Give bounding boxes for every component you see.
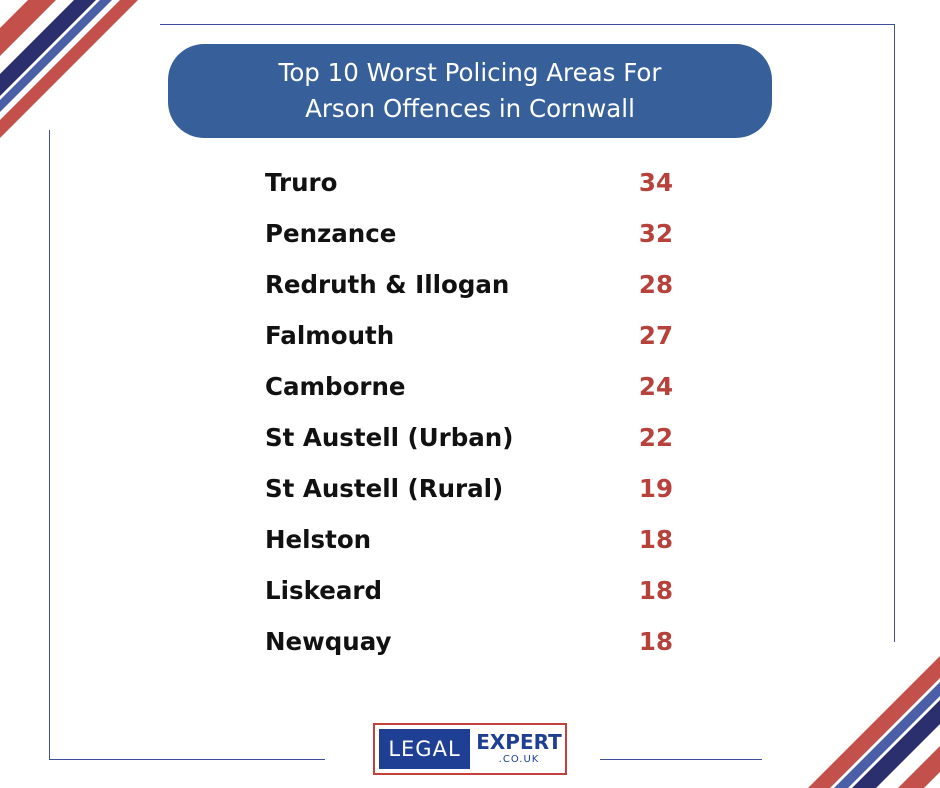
area-name: Truro xyxy=(265,168,338,197)
area-count: 34 xyxy=(638,168,673,197)
list-item: Redruth & Illogan 28 xyxy=(265,264,685,315)
list-item: Falmouth 27 xyxy=(265,315,685,366)
legal-expert-logo: LEGAL EXPERT .CO.UK xyxy=(373,723,567,775)
area-name: Newquay xyxy=(265,627,392,656)
frame-bottom-right xyxy=(600,759,762,760)
area-count: 22 xyxy=(638,423,673,452)
logo-domain-text: .CO.UK xyxy=(498,754,540,765)
area-name: Penzance xyxy=(265,219,397,248)
list-item: Newquay 18 xyxy=(265,621,685,672)
area-name: St Austell (Urban) xyxy=(265,423,514,452)
list-item: Helston 18 xyxy=(265,519,685,570)
list-item: Truro 34 xyxy=(265,162,685,213)
frame-right xyxy=(894,24,895,642)
logo-legal-text: LEGAL xyxy=(379,729,470,769)
area-name: Camborne xyxy=(265,372,406,401)
area-count: 32 xyxy=(638,219,673,248)
area-count: 18 xyxy=(638,525,673,554)
area-count: 18 xyxy=(638,627,673,656)
area-name: Falmouth xyxy=(265,321,395,350)
list-item: Camborne 24 xyxy=(265,366,685,417)
area-count: 24 xyxy=(638,372,673,401)
corner-stripes-top-left xyxy=(0,0,138,138)
list-item: St Austell (Urban) 22 xyxy=(265,417,685,468)
title-line-2: Arson Offences in Cornwall xyxy=(305,94,635,123)
area-name: Redruth & Illogan xyxy=(265,270,510,299)
area-count: 18 xyxy=(638,576,673,605)
area-name: Liskeard xyxy=(265,576,382,605)
list-item: Liskeard 18 xyxy=(265,570,685,621)
list-item: St Austell (Rural) 19 xyxy=(265,468,685,519)
list-item: Penzance 32 xyxy=(265,213,685,264)
area-name: St Austell (Rural) xyxy=(265,474,504,503)
title-line-1: Top 10 Worst Policing Areas For xyxy=(278,58,662,87)
frame-left xyxy=(49,130,50,760)
area-name: Helston xyxy=(265,525,372,554)
frame-top xyxy=(160,24,895,25)
area-list: Truro 34 Penzance 32 Redruth & Illogan 2… xyxy=(265,162,685,672)
frame-bottom-left xyxy=(49,759,325,760)
logo-expert-text: EXPERT xyxy=(476,730,562,754)
area-count: 27 xyxy=(638,321,673,350)
title-banner: Top 10 Worst Policing Areas For Arson Of… xyxy=(168,44,772,138)
area-count: 28 xyxy=(638,270,673,299)
corner-stripes-bottom-right xyxy=(808,656,940,788)
area-count: 19 xyxy=(638,474,673,503)
